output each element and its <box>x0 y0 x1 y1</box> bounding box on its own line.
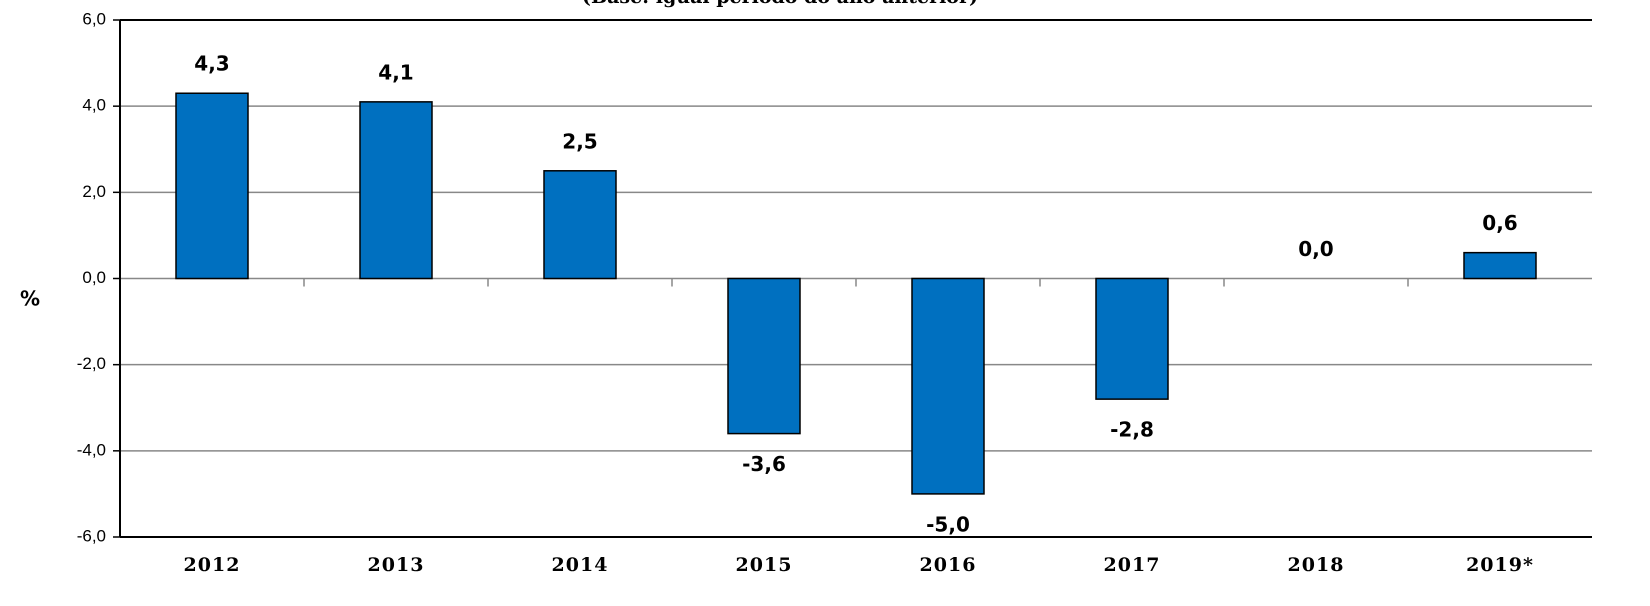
x-tick-label: 2013 <box>368 554 425 576</box>
y-tick-label: 6,0 <box>82 9 106 28</box>
x-tick-label: 2014 <box>552 554 609 576</box>
value-label: 4,1 <box>378 60 413 84</box>
bar <box>1095 277 1169 400</box>
x-tick-label: 2018 <box>1288 554 1345 576</box>
y-tick-label: 2,0 <box>82 182 106 201</box>
bar <box>175 92 249 280</box>
x-tick-label: 2016 <box>920 554 977 576</box>
bar <box>359 101 433 280</box>
y-tick-label: -6,0 <box>77 526 106 545</box>
chart-subtitle: (Base: igual período do ano anterior) <box>582 0 978 8</box>
value-label: -5,0 <box>926 512 970 536</box>
x-tick-label: 2017 <box>1104 554 1161 576</box>
value-label: 0,0 <box>1298 237 1333 261</box>
bar <box>1463 251 1537 280</box>
value-label: -2,8 <box>1110 418 1154 442</box>
bar <box>727 277 801 435</box>
y-tick-label: -4,0 <box>77 440 106 459</box>
value-label: 4,3 <box>194 52 229 76</box>
value-label: -3,6 <box>742 452 786 476</box>
x-tick-label: 2015 <box>736 554 793 576</box>
bar <box>911 277 985 495</box>
y-tick-label: 4,0 <box>82 96 106 115</box>
x-tick-label: 2012 <box>184 554 241 576</box>
value-label: 0,6 <box>1482 211 1517 235</box>
y-axis-label: % <box>20 287 40 311</box>
x-tick-label: 2019* <box>1466 554 1534 576</box>
bar <box>543 170 617 280</box>
value-label: 2,5 <box>562 129 597 153</box>
y-tick-label: -2,0 <box>77 354 106 373</box>
y-tick-label: 0,0 <box>82 268 106 287</box>
